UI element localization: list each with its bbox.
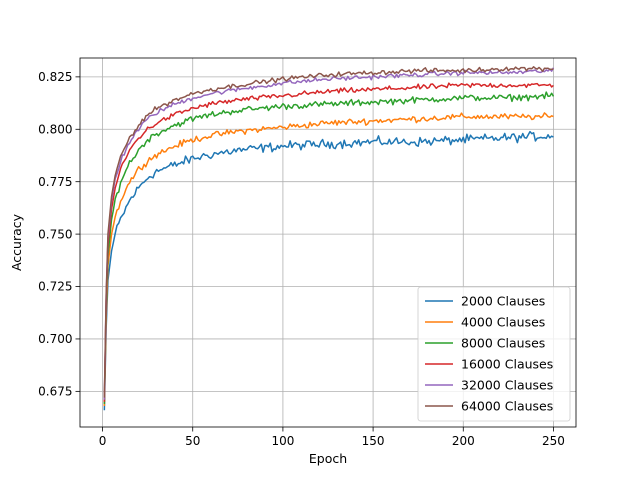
- plot-frame: [79, 57, 577, 428]
- y-tick-label: 0.750: [38, 227, 72, 241]
- y-tick-label: 0.800: [38, 122, 72, 136]
- legend-label: 64000 Clauses: [461, 399, 553, 414]
- series-line-5: [103, 66, 554, 398]
- legend-box: [417, 286, 571, 422]
- x-tick-label: 250: [542, 434, 565, 448]
- series-line-3: [103, 82, 554, 402]
- y-tick-label: 0.825: [38, 70, 72, 84]
- x-tick-label: 150: [362, 434, 385, 448]
- y-axis-label: Accuracy: [9, 213, 24, 271]
- x-tick-label: 0: [99, 434, 107, 448]
- series-line-0: [103, 130, 554, 411]
- y-tick-label: 0.700: [38, 332, 72, 346]
- x-tick-label: 50: [185, 434, 200, 448]
- y-tick-label: 0.675: [38, 385, 72, 399]
- legend: 2000 Clauses 4000 Clauses 8000 Clauses 1600…: [417, 286, 571, 422]
- series-line-4: [103, 67, 555, 400]
- y-tick-label: 0.725: [38, 280, 72, 294]
- series-line-2: [103, 91, 555, 404]
- legend-label: 16000 Clauses: [461, 357, 553, 372]
- series-line-1: [103, 112, 554, 407]
- legend-label: 4000 Clauses: [461, 315, 545, 330]
- legend-label: 32000 Clauses: [461, 378, 553, 393]
- y-tick-label: 0.775: [38, 175, 72, 189]
- axis-ticks: 0 50 100 150 200 250 0.675 0.700 0.725 0.750 0.775…: [38, 70, 565, 448]
- x-tick-label: 200: [452, 434, 475, 448]
- legend-label: 8000 Clauses: [461, 336, 545, 351]
- x-tick-label: 100: [271, 434, 294, 448]
- x-axis-label: Epoch: [309, 451, 347, 466]
- legend-label: 2000 Clauses: [461, 294, 545, 309]
- series-lines: [103, 66, 555, 411]
- grid: [80, 58, 576, 427]
